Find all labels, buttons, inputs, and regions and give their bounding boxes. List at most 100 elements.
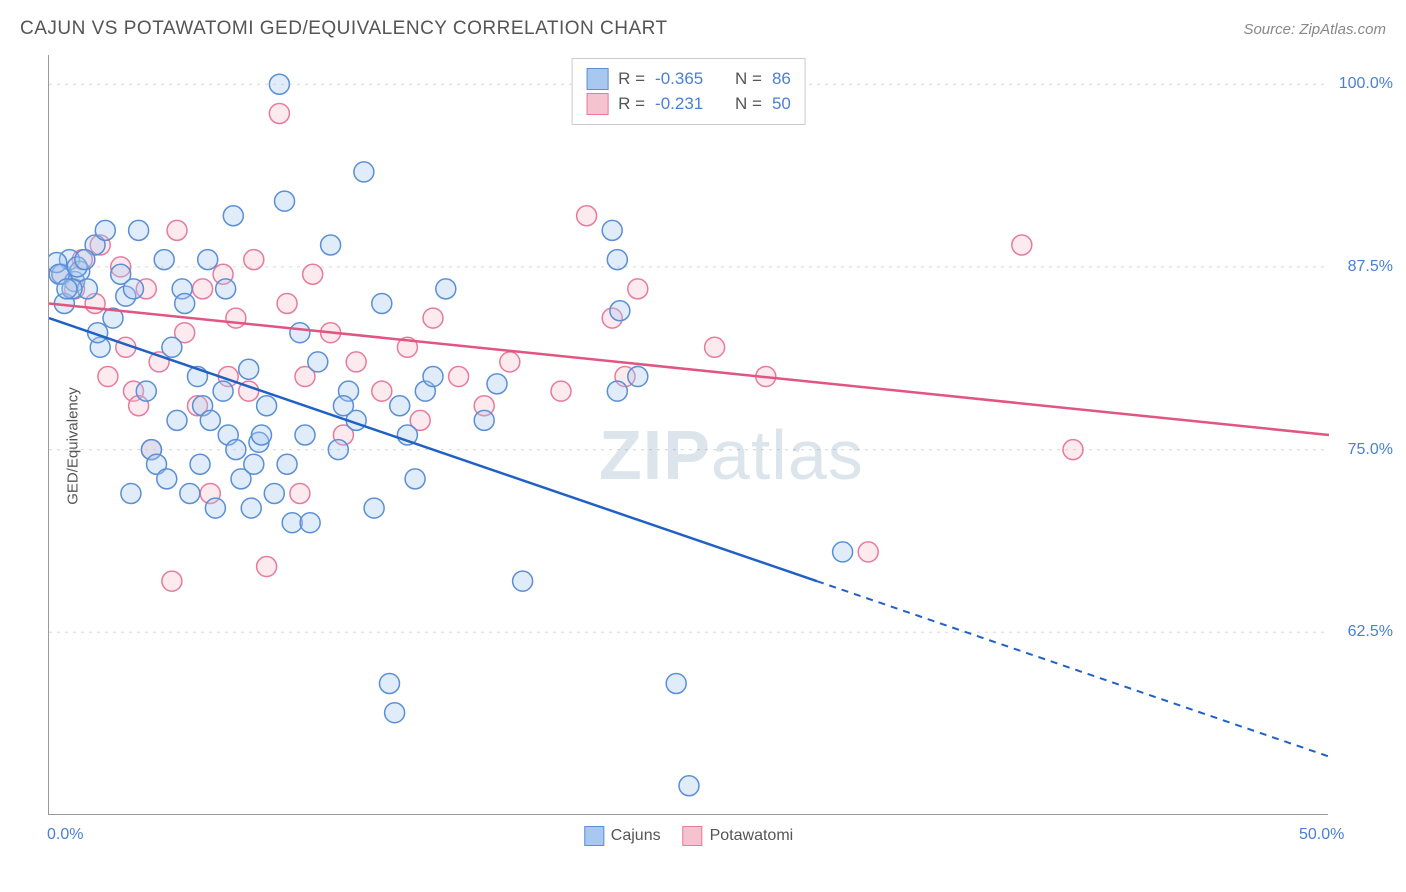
cajuns-point [666, 673, 686, 693]
potawatomi-point [244, 250, 264, 270]
chart-title: CAJUN VS POTAWATOMI GED/EQUIVALENCY CORR… [20, 18, 668, 40]
cajuns-point [282, 513, 302, 533]
cajuns-point [157, 469, 177, 489]
cajuns-point [57, 279, 77, 299]
potawatomi-point [346, 352, 366, 372]
cajuns-point [216, 279, 236, 299]
cajuns-point [308, 352, 328, 372]
cajuns-regression-extrapolated [817, 581, 1329, 756]
potawatomi-point [372, 381, 392, 401]
cajuns-point [295, 425, 315, 445]
cajuns-point [385, 703, 405, 723]
stat-n-cajuns: 86 [772, 69, 791, 89]
potawatomi-point [303, 264, 323, 284]
cajuns-point [277, 454, 297, 474]
x-tick-label: 0.0% [47, 826, 83, 844]
cajuns-point [241, 498, 261, 518]
cajuns-point [607, 250, 627, 270]
cajuns-point [405, 469, 425, 489]
y-tick-label: 87.5% [1348, 258, 1393, 276]
stats-legend-box: R =-0.365N =86 R =-0.231N =50 [571, 58, 806, 125]
cajuns-point [290, 323, 310, 343]
potawatomi-point [449, 367, 469, 387]
stats-row-potawatomi: R =-0.231N =50 [586, 93, 791, 115]
potawatomi-point [858, 542, 878, 562]
cajuns-point [269, 74, 289, 94]
potawatomi-point [551, 381, 571, 401]
x-tick-label: 50.0% [1299, 826, 1344, 844]
legend-item-cajuns: Cajuns [584, 826, 661, 846]
stat-r-potawatomi: -0.231 [655, 94, 715, 114]
potawatomi-point [500, 352, 520, 372]
cajuns-point [679, 776, 699, 796]
potawatomi-point [628, 279, 648, 299]
potawatomi-point [577, 206, 597, 226]
cajuns-point [244, 454, 264, 474]
cajuns-point [162, 337, 182, 357]
cajuns-point [264, 483, 284, 503]
cajuns-point [200, 410, 220, 430]
cajuns-point [328, 440, 348, 460]
y-tick-label: 100.0% [1339, 75, 1393, 93]
cajuns-point [333, 396, 353, 416]
cajuns-point [372, 293, 392, 313]
cajuns-point [610, 301, 630, 321]
potawatomi-point [257, 557, 277, 577]
potawatomi-swatch-icon [586, 93, 608, 115]
y-tick-label: 75.0% [1348, 441, 1393, 459]
cajuns-point [251, 425, 271, 445]
cajuns-swatch-icon [584, 826, 604, 846]
cajuns-point [123, 279, 143, 299]
cajuns-point [390, 396, 410, 416]
cajuns-swatch-icon [586, 68, 608, 90]
potawatomi-point [269, 103, 289, 123]
cajuns-point [257, 396, 277, 416]
cajuns-point [628, 367, 648, 387]
cajuns-point [226, 440, 246, 460]
cajuns-point [205, 498, 225, 518]
cajuns-point [180, 483, 200, 503]
cajuns-point [275, 191, 295, 211]
legend-item-potawatomi: Potawatomi [683, 826, 794, 846]
chart-plot-area: ZIPatlas 62.5%75.0%87.5%100.0% 0.0%50.0%… [48, 55, 1328, 815]
cajuns-point [154, 250, 174, 270]
cajuns-point [121, 483, 141, 503]
stats-row-cajuns: R =-0.365N =86 [586, 68, 791, 90]
legend-label-cajuns: Cajuns [611, 827, 661, 845]
cajuns-point [321, 235, 341, 255]
cajuns-point [379, 673, 399, 693]
cajuns-point [436, 279, 456, 299]
potawatomi-point [226, 308, 246, 328]
stat-r-cajuns: -0.365 [655, 69, 715, 89]
legend-label-potawatomi: Potawatomi [710, 827, 794, 845]
potawatomi-point [98, 367, 118, 387]
potawatomi-point [1012, 235, 1032, 255]
cajuns-point [190, 454, 210, 474]
cajuns-point [487, 374, 507, 394]
cajuns-point [423, 367, 443, 387]
cajuns-point [136, 381, 156, 401]
cajuns-point [300, 513, 320, 533]
potawatomi-point [193, 279, 213, 299]
cajuns-point [95, 220, 115, 240]
cajuns-point [513, 571, 533, 591]
y-tick-label: 62.5% [1348, 623, 1393, 641]
potawatomi-point [277, 293, 297, 313]
potawatomi-point [705, 337, 725, 357]
cajuns-point [75, 250, 95, 270]
cajuns-point [607, 381, 627, 401]
cajuns-point [198, 250, 218, 270]
bottom-legend: Cajuns Potawatomi [584, 826, 793, 846]
potawatomi-point [423, 308, 443, 328]
potawatomi-point [167, 220, 187, 240]
potawatomi-swatch-icon [683, 826, 703, 846]
cajuns-point [364, 498, 384, 518]
cajuns-point [223, 206, 243, 226]
cajuns-point [175, 293, 195, 313]
watermark: ZIPatlas [599, 415, 864, 495]
potawatomi-point [1063, 440, 1083, 460]
cajuns-point [474, 410, 494, 430]
chart-header: CAJUN VS POTAWATOMI GED/EQUIVALENCY CORR… [20, 18, 1386, 40]
stat-n-potawatomi: 50 [772, 94, 791, 114]
cajuns-point [167, 410, 187, 430]
